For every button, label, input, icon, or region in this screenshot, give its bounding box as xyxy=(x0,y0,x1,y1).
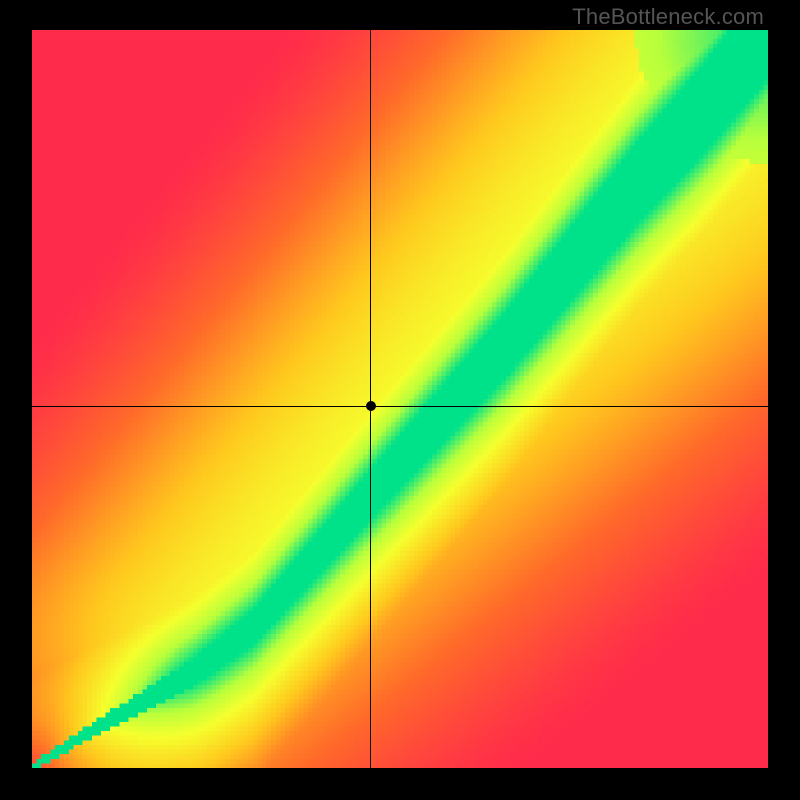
watermark-text: TheBottleneck.com xyxy=(572,4,764,30)
chart-container: TheBottleneck.com xyxy=(0,0,800,800)
bottleneck-heatmap xyxy=(32,30,768,768)
crosshair-marker xyxy=(366,401,376,411)
crosshair-horizontal xyxy=(32,406,768,407)
crosshair-vertical xyxy=(370,30,371,768)
